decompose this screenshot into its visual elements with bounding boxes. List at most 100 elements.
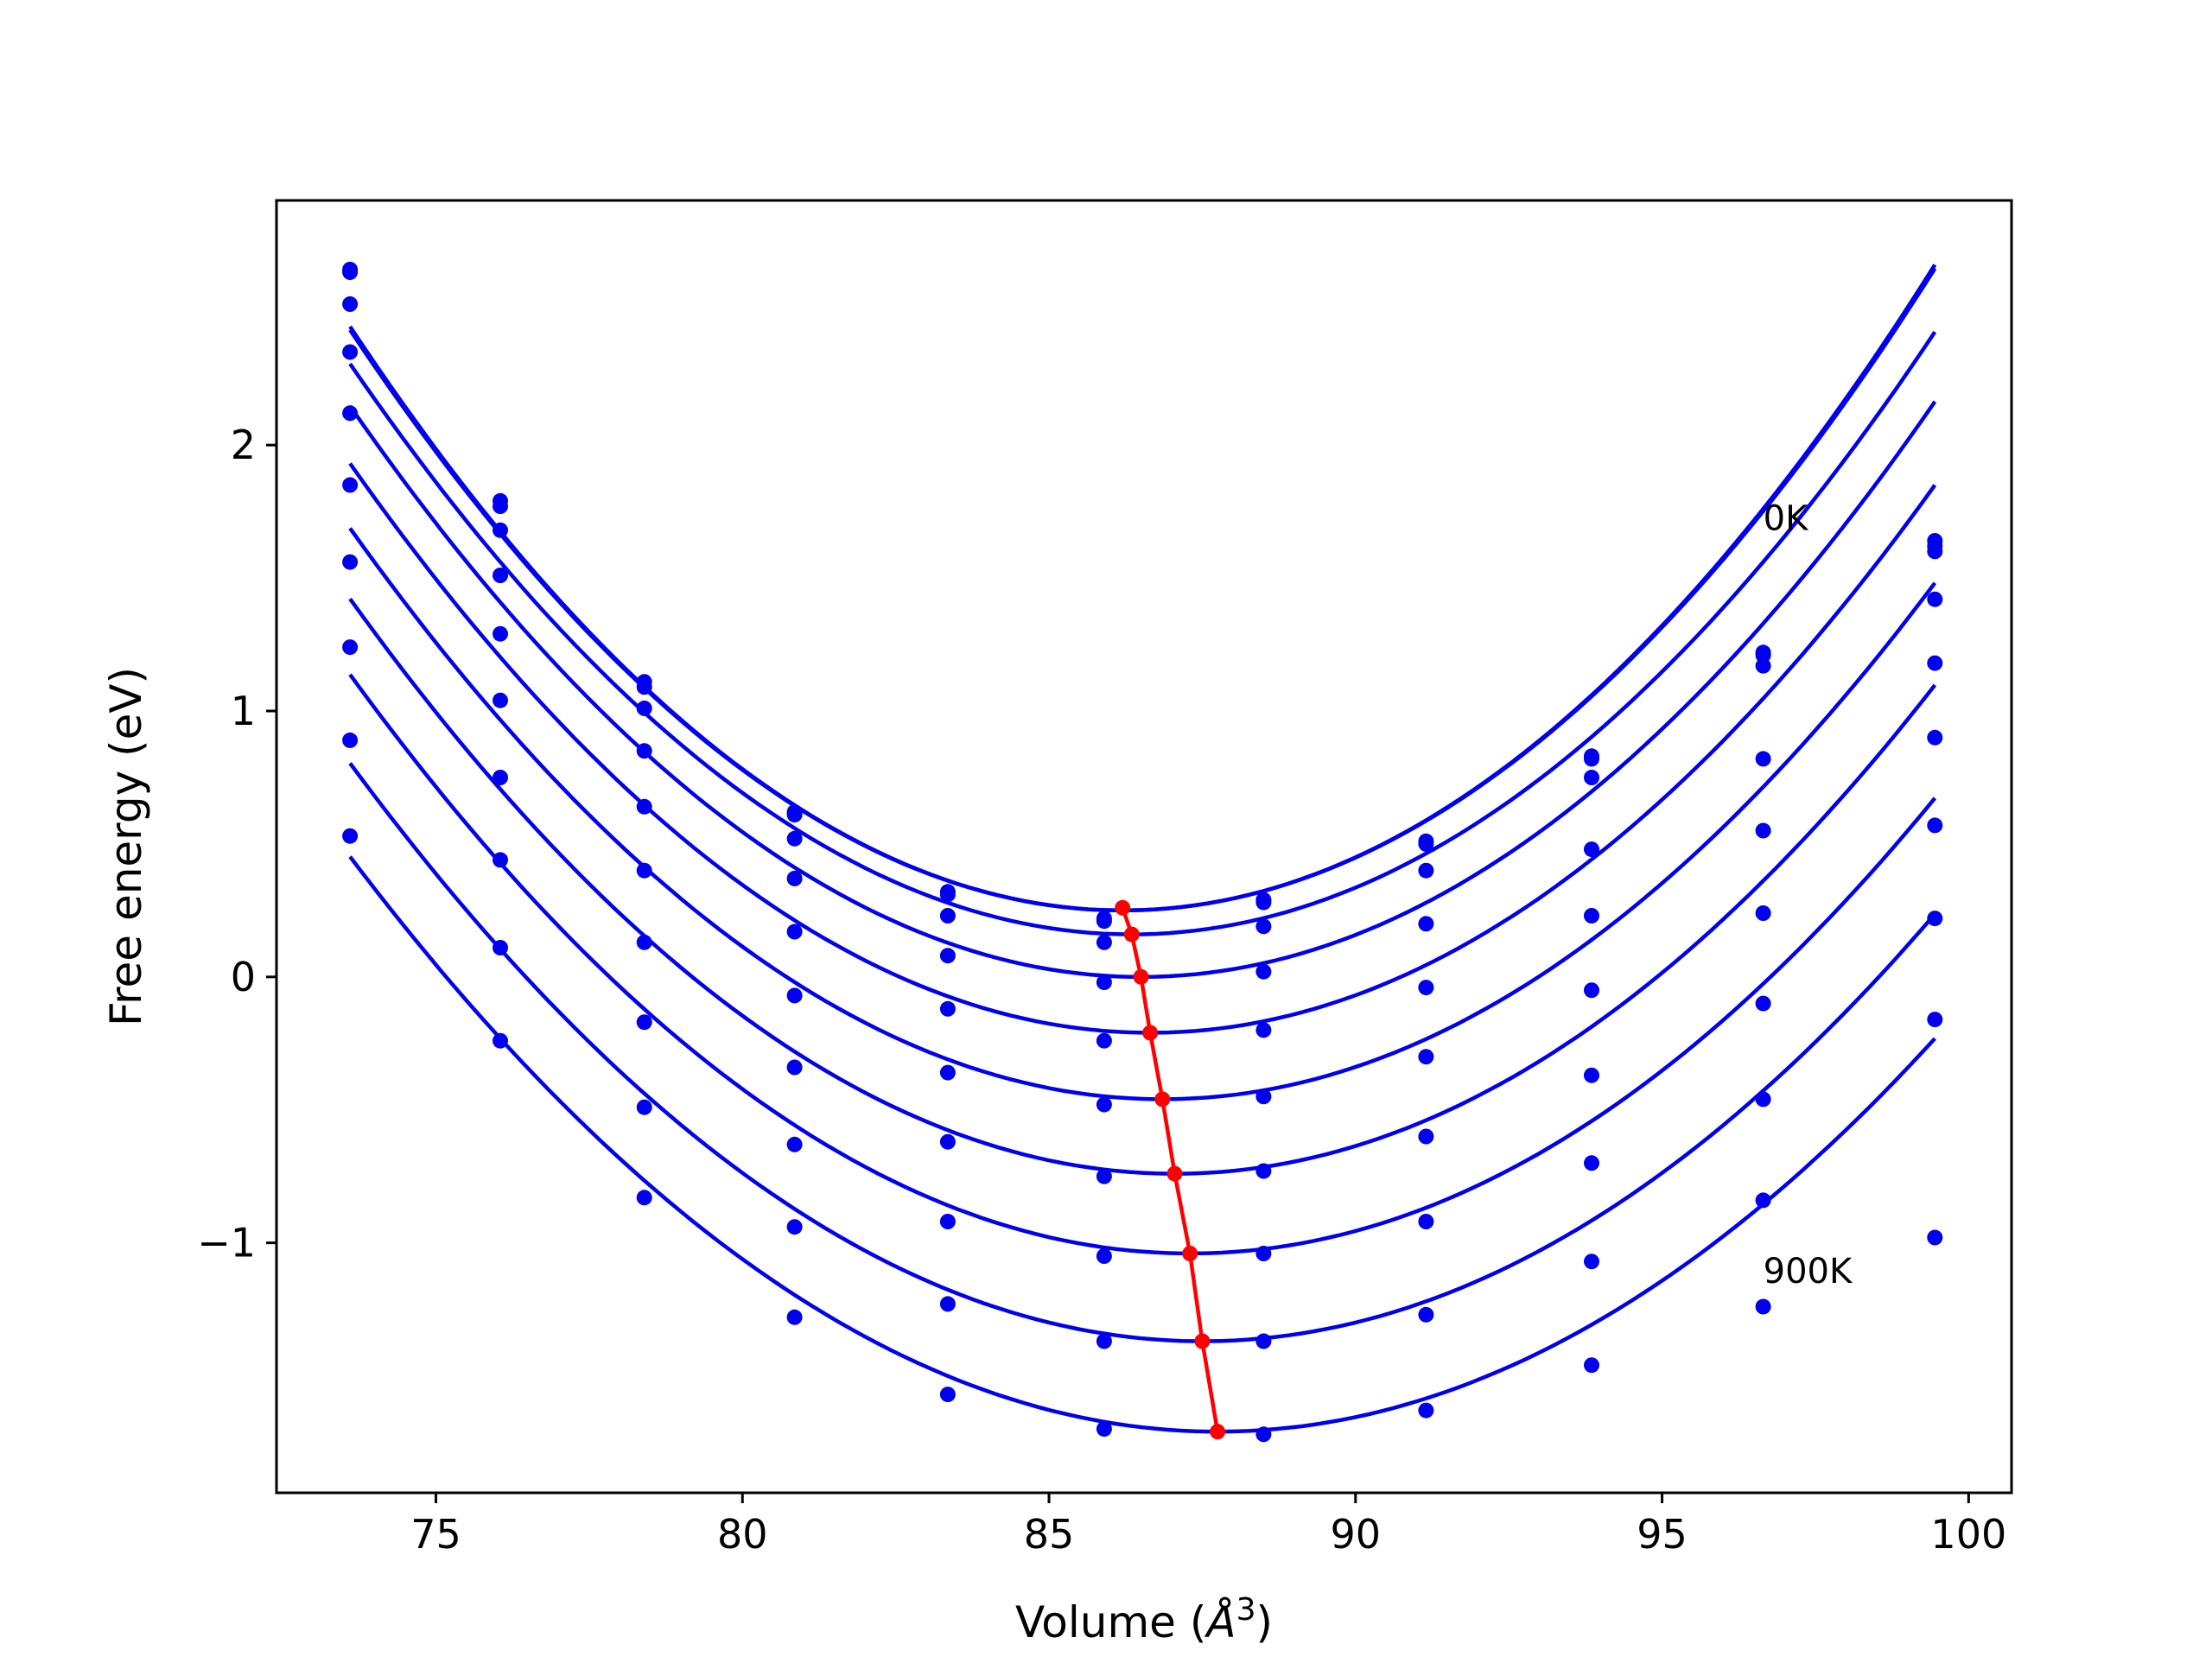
data-point (1584, 1067, 1599, 1083)
data-point (1096, 913, 1112, 930)
data-point (493, 568, 508, 583)
plot-frame (275, 199, 2013, 1495)
data-point (342, 554, 359, 570)
data-point (1096, 1421, 1112, 1438)
data-point (939, 1000, 956, 1017)
fit-curve-800K (348, 762, 1937, 1343)
data-point (636, 679, 652, 695)
data-point (493, 1032, 508, 1049)
data-point (1927, 543, 1943, 560)
data-point (939, 1133, 956, 1150)
data-point (1927, 1229, 1943, 1246)
x-axis-label-exponent: 3 (1236, 1592, 1256, 1628)
x-axis-label-text: Volume ( (1015, 1597, 1206, 1647)
data-point (1096, 1168, 1112, 1184)
annotation-label: 0K (1764, 499, 1809, 539)
data-point (636, 700, 652, 716)
data-point (939, 948, 956, 964)
data-point (1418, 1214, 1434, 1229)
data-point (1755, 647, 1771, 663)
series-0K (342, 262, 1943, 927)
minimum-point (1194, 1333, 1211, 1349)
data-point (786, 1309, 803, 1325)
data-point (786, 987, 803, 1004)
data-point (342, 296, 359, 312)
data-point (1255, 894, 1272, 911)
data-point (342, 264, 359, 281)
data-point (342, 828, 359, 844)
data-point (342, 639, 359, 656)
data-point (1418, 980, 1434, 996)
x-tick-label: 95 (1637, 1511, 1688, 1558)
minimum-point (1133, 968, 1149, 985)
data-point (939, 886, 956, 903)
data-point (1418, 916, 1434, 932)
series-700K (342, 639, 1943, 1264)
y-tick-label: 2 (231, 422, 256, 468)
data-point (636, 798, 652, 815)
data-point (1418, 1306, 1434, 1323)
data-point (493, 770, 508, 785)
series-500K (342, 477, 1943, 1113)
minimum-path-layer (1115, 899, 1226, 1440)
data-point (1755, 822, 1771, 839)
data-point (786, 1136, 803, 1152)
data-point (1096, 1333, 1112, 1349)
data-point (342, 405, 359, 422)
fit-curve-500K (348, 527, 1937, 1101)
data-point (1584, 1357, 1599, 1374)
data-point (1755, 1192, 1771, 1209)
data-point (1584, 1254, 1599, 1270)
x-tick-label: 75 (410, 1511, 461, 1558)
x-tick-label: 100 (1930, 1511, 2006, 1558)
data-point (1255, 1022, 1272, 1038)
data-point (1584, 1155, 1599, 1171)
data-point (1096, 1096, 1112, 1113)
data-point (636, 743, 652, 759)
data-point (1927, 729, 1943, 746)
data-point (1096, 974, 1112, 990)
data-point (493, 692, 508, 708)
data-point (1927, 1012, 1943, 1028)
data-point (1418, 1402, 1434, 1419)
fit-curve-900K (348, 855, 1936, 1434)
data-point (786, 1059, 803, 1076)
data-point (1255, 1426, 1272, 1443)
data-point (636, 1099, 652, 1115)
data-point (1418, 835, 1434, 852)
data-point (1584, 908, 1599, 924)
series-800K (342, 732, 1943, 1349)
x-axis-label: Volume (Å3) (1015, 1592, 1273, 1647)
fit-curve-100K (348, 267, 1937, 913)
data-point (1755, 995, 1771, 1012)
data-point (493, 852, 508, 868)
x-tick-label: 90 (1331, 1511, 1382, 1558)
minimum-point (1182, 1246, 1198, 1261)
data-point (1584, 982, 1599, 999)
data-point (1255, 1163, 1272, 1179)
minimum-point (1210, 1424, 1226, 1440)
data-point (1927, 591, 1943, 607)
data-point (1096, 1032, 1112, 1049)
minimum-point (1154, 1091, 1171, 1108)
data-point (1584, 841, 1599, 858)
minimum-point (1166, 1165, 1183, 1182)
data-point (786, 924, 803, 940)
data-point (1418, 862, 1434, 879)
data-point (1096, 1248, 1112, 1264)
data-point (939, 908, 956, 924)
data-point (1755, 657, 1771, 674)
data-point (636, 934, 652, 950)
annotation-label: 900K (1764, 1252, 1853, 1292)
fit-curve-300K (348, 400, 1937, 980)
fit-curve-700K (348, 673, 1937, 1256)
data-point (1927, 655, 1943, 671)
series-900K (342, 828, 1943, 1443)
data-point (493, 498, 508, 514)
x-axis-ticks: 75 80 85 90 95 100 (410, 1493, 2006, 1558)
fit-curve-600K (348, 597, 1937, 1176)
fit-curve-400K (348, 462, 1937, 1035)
data-point (1418, 1049, 1434, 1065)
